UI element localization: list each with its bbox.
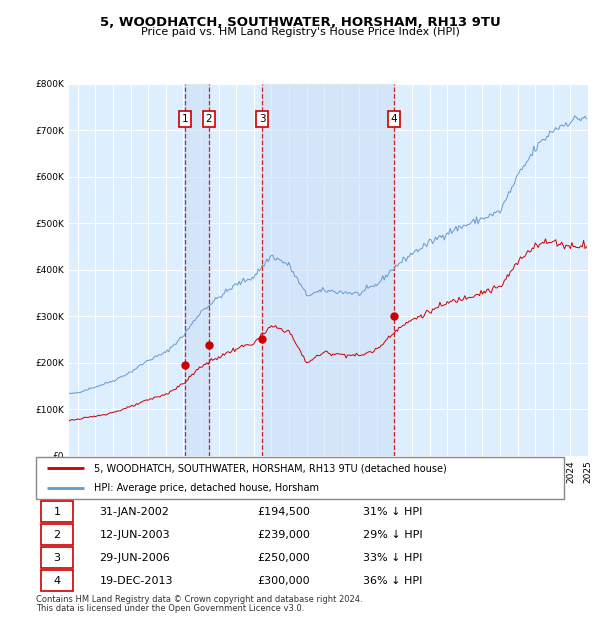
Text: 4: 4 (53, 575, 61, 586)
Text: £194,500: £194,500 (258, 507, 311, 517)
FancyBboxPatch shape (41, 570, 73, 591)
Text: 3: 3 (53, 552, 61, 563)
Text: 3: 3 (259, 114, 266, 124)
Text: 29% ↓ HPI: 29% ↓ HPI (364, 529, 423, 540)
Text: 12-JUN-2003: 12-JUN-2003 (100, 529, 170, 540)
Text: Contains HM Land Registry data © Crown copyright and database right 2024.: Contains HM Land Registry data © Crown c… (36, 595, 362, 604)
Text: HPI: Average price, detached house, Horsham: HPI: Average price, detached house, Hors… (94, 483, 319, 493)
Text: 4: 4 (391, 114, 397, 124)
Text: 29-JUN-2006: 29-JUN-2006 (100, 552, 170, 563)
Text: £239,000: £239,000 (258, 529, 311, 540)
Text: 1: 1 (53, 507, 61, 517)
Text: 31-JAN-2002: 31-JAN-2002 (100, 507, 169, 517)
Bar (262, 84, 394, 456)
Text: 5, WOODHATCH, SOUTHWATER, HORSHAM, RH13 9TU: 5, WOODHATCH, SOUTHWATER, HORSHAM, RH13 … (100, 16, 500, 29)
Text: 1: 1 (181, 114, 188, 124)
Bar (185, 84, 209, 456)
Text: 19-DEC-2013: 19-DEC-2013 (100, 575, 173, 586)
Text: £300,000: £300,000 (258, 575, 310, 586)
Text: 2: 2 (53, 529, 61, 540)
FancyBboxPatch shape (41, 524, 73, 546)
FancyBboxPatch shape (41, 501, 73, 523)
Text: £250,000: £250,000 (258, 552, 311, 563)
FancyBboxPatch shape (36, 457, 564, 499)
Text: 33% ↓ HPI: 33% ↓ HPI (364, 552, 423, 563)
Text: This data is licensed under the Open Government Licence v3.0.: This data is licensed under the Open Gov… (36, 604, 304, 613)
Text: 36% ↓ HPI: 36% ↓ HPI (364, 575, 423, 586)
Text: 31% ↓ HPI: 31% ↓ HPI (364, 507, 423, 517)
FancyBboxPatch shape (41, 547, 73, 569)
Text: Price paid vs. HM Land Registry's House Price Index (HPI): Price paid vs. HM Land Registry's House … (140, 27, 460, 37)
Text: 5, WOODHATCH, SOUTHWATER, HORSHAM, RH13 9TU (detached house): 5, WOODHATCH, SOUTHWATER, HORSHAM, RH13 … (94, 463, 447, 473)
Text: 2: 2 (205, 114, 212, 124)
